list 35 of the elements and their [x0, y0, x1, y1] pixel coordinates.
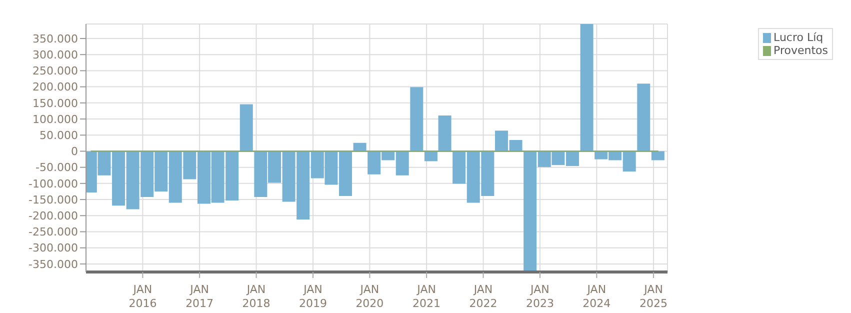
bar: [353, 142, 366, 152]
y-tick-label: -350.000: [28, 258, 78, 271]
y-tick-label: -200.000: [28, 210, 78, 223]
bar: [651, 151, 664, 160]
y-tick-label: 300.000: [32, 48, 78, 62]
y-tick-label: 250.000: [32, 64, 78, 78]
y-tick-label: -150.000: [28, 193, 78, 206]
x-tick-label: JAN 2025: [640, 283, 668, 310]
x-tick-label: JAN 2019: [298, 283, 327, 310]
y-tick-label: 100.000: [32, 112, 78, 126]
y-tick-label: 200.000: [32, 80, 78, 94]
x-tick-label: JAN 2021: [412, 283, 441, 310]
x-tick-label: JAN 2016: [128, 283, 157, 310]
y-tick-label: -100.000: [28, 177, 78, 190]
y-tick-label: 50.000: [40, 129, 78, 142]
legend-label: Proventos: [772, 44, 828, 57]
bar: [580, 24, 594, 152]
bar: [424, 151, 438, 162]
x-tick-label: JAN 2018: [242, 283, 270, 310]
legend-label: Lucro Líq: [772, 31, 824, 44]
y-tick-label: 0: [71, 145, 78, 158]
x-tick-label: JAN 2020: [356, 283, 384, 310]
x-tick-label: JAN 2022: [469, 283, 498, 310]
y-tick-label: 350.000: [32, 32, 78, 46]
bar: [637, 84, 650, 152]
x-tick-label: JAN 2017: [186, 283, 214, 310]
x-tick-label: JAN 2023: [526, 283, 554, 310]
y-tick-label: -250.000: [28, 226, 78, 239]
y-tick-label: -50.000: [36, 161, 78, 174]
bar: [410, 87, 424, 152]
y-tick-label: -300.000: [28, 242, 78, 255]
x-tick-label: JAN 2024: [582, 283, 611, 310]
bar: [240, 104, 253, 152]
y-tick-label: 150.000: [32, 96, 78, 110]
bar: [438, 115, 452, 152]
